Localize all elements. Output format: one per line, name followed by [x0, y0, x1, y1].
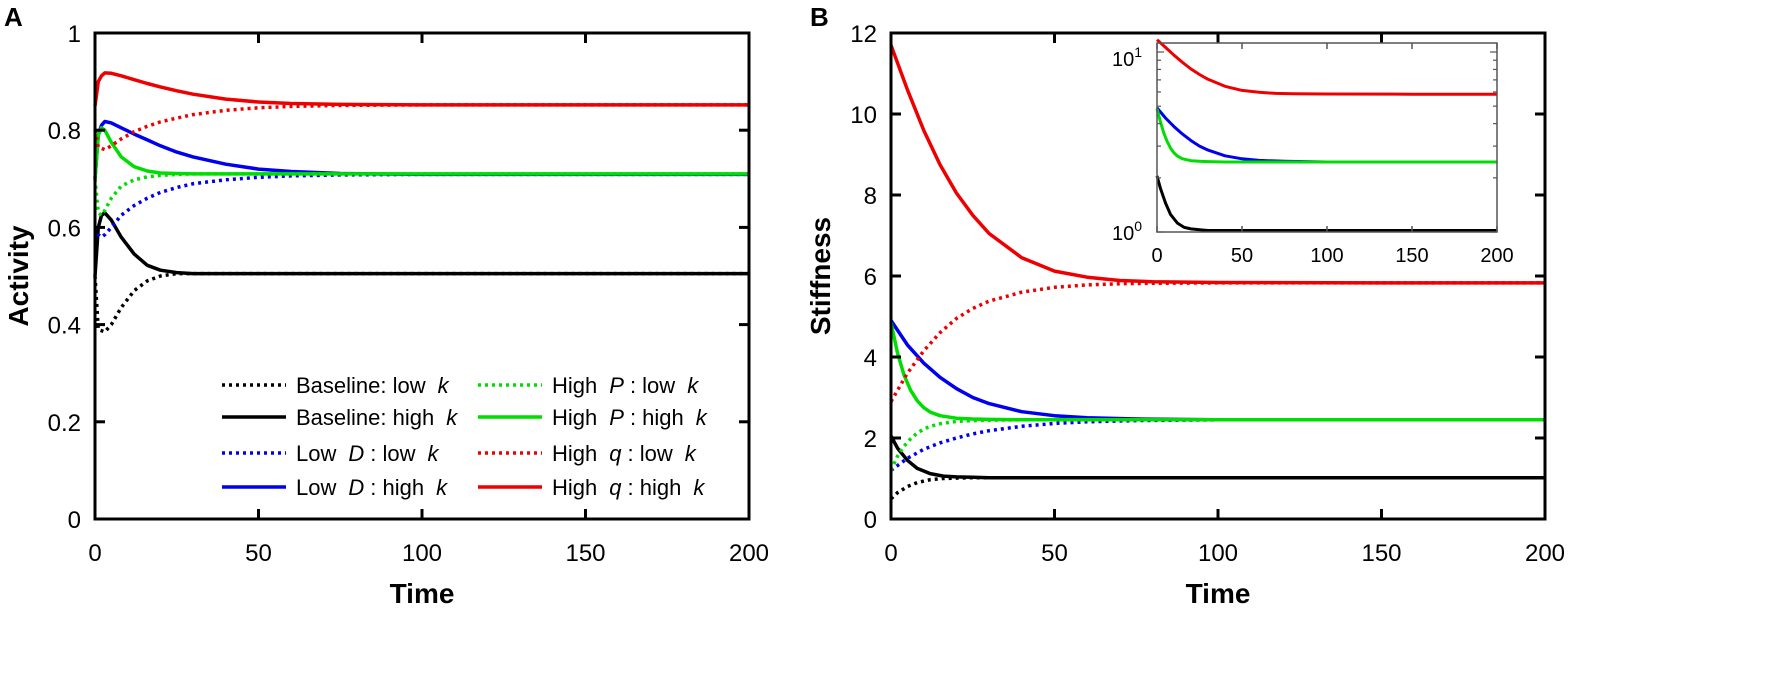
inset-x-tick-label: 100	[1310, 245, 1343, 267]
legend-label: Low D: high k	[296, 475, 448, 500]
panel-b-y-tick-labels: 0 2 4 6 8 10 12	[850, 21, 877, 534]
panel-a-series-lowD_high	[93, 119, 749, 179]
inset-series-highP_high	[1155, 108, 1497, 164]
panel-b-label: B	[810, 2, 829, 32]
legend-label: Baseline: high k	[296, 405, 458, 430]
legend-entry-lowd-low: Low D: low k	[222, 441, 440, 466]
legend-label: Low D: low k	[296, 441, 440, 466]
legend-entry-highp-low: High P: low k	[478, 373, 699, 398]
panel-a-series-highP_high	[93, 126, 749, 179]
legend-entry-highq-high: High q: high k	[478, 475, 705, 500]
panel-a-lines	[93, 71, 749, 334]
panel-b-series-baseline_high	[889, 435, 1545, 480]
inset-x-tick-label: 50	[1231, 245, 1253, 267]
panel-a-y-tick-labels: 0 0.2 0.4 0.6 0.8 1	[48, 21, 81, 534]
panel-b-series-baseline_low	[889, 475, 1545, 501]
panel-a-y-tick-label: 0.8	[48, 118, 81, 145]
panel-a-series-lowD_low	[93, 172, 749, 239]
panel-a-ticks	[93, 31, 751, 521]
legend-entry-highp-high: High P: high k	[478, 405, 708, 430]
legend-entry-highq-low: High q: low k	[478, 441, 697, 466]
panel-b-x-axis-title: Time	[1186, 578, 1251, 609]
legend-entry-lowd-high: Low D: high k	[222, 475, 448, 500]
panel-b-y-tick-label: 4	[864, 345, 877, 372]
panel-b-y-tick-label: 2	[864, 426, 877, 453]
panel-b-y-axis-title: Stiffness	[805, 217, 836, 335]
panel-b-series-highq_high	[889, 44, 1545, 285]
panel-b-ticks	[889, 31, 1547, 521]
inset-x-tick-label: 200	[1480, 245, 1513, 267]
panel-b-x-tick-label: 150	[1361, 540, 1401, 567]
panel-a-x-axis-title: Time	[390, 578, 455, 609]
panel-a-series-baseline_low	[93, 271, 749, 334]
panel-a-series-highq_low	[93, 103, 749, 152]
legend-entry-baseline-low: Baseline: low k	[222, 373, 450, 398]
panel-a-y-tick-label: 1	[68, 21, 81, 48]
panel-b-lines	[889, 44, 1545, 501]
inset-x-tick-label: 0	[1151, 245, 1162, 267]
legend-label: High q: high k	[552, 475, 705, 500]
inset-background	[1157, 43, 1497, 232]
panel-b-series-lowD_high	[889, 319, 1545, 422]
panel-a-series-baseline_high	[93, 211, 749, 277]
inset-series-highq_high	[1155, 38, 1497, 96]
panel-a-label: A	[4, 2, 23, 32]
panel-b-y-tick-label: 10	[850, 102, 877, 129]
inset-y-tick-labels: 101 100	[1112, 44, 1142, 245]
panel-b-x-tick-label: 100	[1198, 540, 1238, 567]
inset-y-tick-label-top: 101	[1112, 44, 1142, 71]
panel-b-y-tick-label: 8	[864, 183, 877, 210]
legend-entry-baseline-high: Baseline: high k	[222, 405, 458, 430]
panel-b-y-tick-label: 12	[850, 21, 877, 48]
legend-label: High P: low k	[552, 373, 699, 398]
panel-a-legend: Baseline: low k Baseline: high k Low D: low…	[222, 373, 708, 500]
legend-label: High q: low k	[552, 441, 697, 466]
panel-a-y-tick-label: 0.2	[48, 410, 81, 437]
panel-a-series-highP_low	[93, 172, 749, 218]
panel-b-x-tick-label: 0	[884, 540, 897, 567]
panel-a-y-tick-label: 0.6	[48, 215, 81, 242]
panel-a: A 0 50 100 150 200 0 0.2 0.4 0.6 0.8 1 Time Activ…	[3, 2, 769, 609]
panel-a-series-highq_high	[93, 71, 749, 107]
panel-b-series-lowD_low	[889, 418, 1545, 472]
panel-a-x-tick-labels: 0 50 100 150 200	[88, 540, 769, 567]
legend-label: High P: high k	[552, 405, 708, 430]
panel-a-x-tick-label: 200	[729, 540, 769, 567]
inset-x-tick-labels: 0 50 100 150 200	[1151, 245, 1513, 267]
panel-a-x-tick-label: 100	[402, 540, 442, 567]
legend-label: Baseline: low k	[296, 373, 450, 398]
panel-b-series-highq_low	[889, 281, 1545, 403]
panel-b-y-tick-label: 0	[864, 507, 877, 534]
panel-a-y-axis-title: Activity	[3, 225, 34, 327]
panel-a-y-tick-label: 0.4	[48, 313, 81, 340]
panel-b-series-highP_low	[889, 418, 1545, 472]
panel-b-y-tick-label: 6	[864, 264, 877, 291]
panel-b-x-tick-label: 200	[1525, 540, 1565, 567]
inset-ticks	[1156, 43, 1498, 233]
panel-a-x-tick-label: 0	[88, 540, 101, 567]
panel-b-inset: 0 50 100 150 200 101 100	[1112, 38, 1514, 267]
panel-b-x-tick-labels: 0 50 100 150 200	[884, 540, 1565, 567]
panel-b-series-highP_high	[889, 322, 1545, 422]
inset-x-tick-label: 150	[1395, 245, 1428, 267]
panel-a-y-tick-label: 0	[68, 507, 81, 534]
inset-y-tick-label-bottom: 100	[1112, 218, 1142, 245]
panel-a-x-tick-label: 150	[565, 540, 605, 567]
panel-a-x-tick-label: 50	[245, 540, 272, 567]
panel-b-x-tick-label: 50	[1041, 540, 1068, 567]
